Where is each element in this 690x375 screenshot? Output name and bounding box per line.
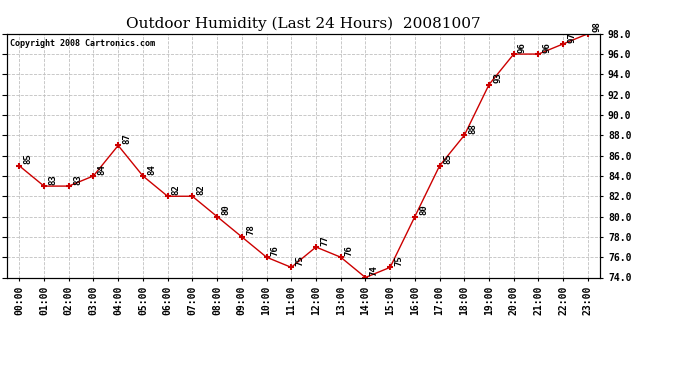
- Text: 75: 75: [394, 255, 403, 266]
- Text: 80: 80: [419, 204, 428, 215]
- Title: Outdoor Humidity (Last 24 Hours)  20081007: Outdoor Humidity (Last 24 Hours) 2008100…: [126, 17, 481, 31]
- Text: Copyright 2008 Cartronics.com: Copyright 2008 Cartronics.com: [10, 39, 155, 48]
- Text: 83: 83: [73, 174, 82, 185]
- Text: 77: 77: [320, 235, 329, 246]
- Text: 74: 74: [370, 266, 379, 276]
- Text: 84: 84: [97, 164, 106, 174]
- Text: 83: 83: [48, 174, 57, 185]
- Text: 96: 96: [518, 42, 527, 52]
- Text: 96: 96: [542, 42, 551, 52]
- Text: 82: 82: [197, 184, 206, 195]
- Text: 97: 97: [567, 32, 576, 42]
- Text: 93: 93: [493, 72, 502, 83]
- Text: 88: 88: [469, 123, 477, 134]
- Text: 76: 76: [345, 245, 354, 256]
- Text: 85: 85: [23, 154, 32, 164]
- Text: 87: 87: [122, 134, 131, 144]
- Text: 82: 82: [172, 184, 181, 195]
- Text: 78: 78: [246, 225, 255, 236]
- Text: 84: 84: [147, 164, 156, 174]
- Text: 80: 80: [221, 204, 230, 215]
- Text: 75: 75: [295, 255, 304, 266]
- Text: 76: 76: [270, 245, 279, 256]
- Text: 98: 98: [592, 22, 601, 32]
- Text: 85: 85: [444, 154, 453, 164]
